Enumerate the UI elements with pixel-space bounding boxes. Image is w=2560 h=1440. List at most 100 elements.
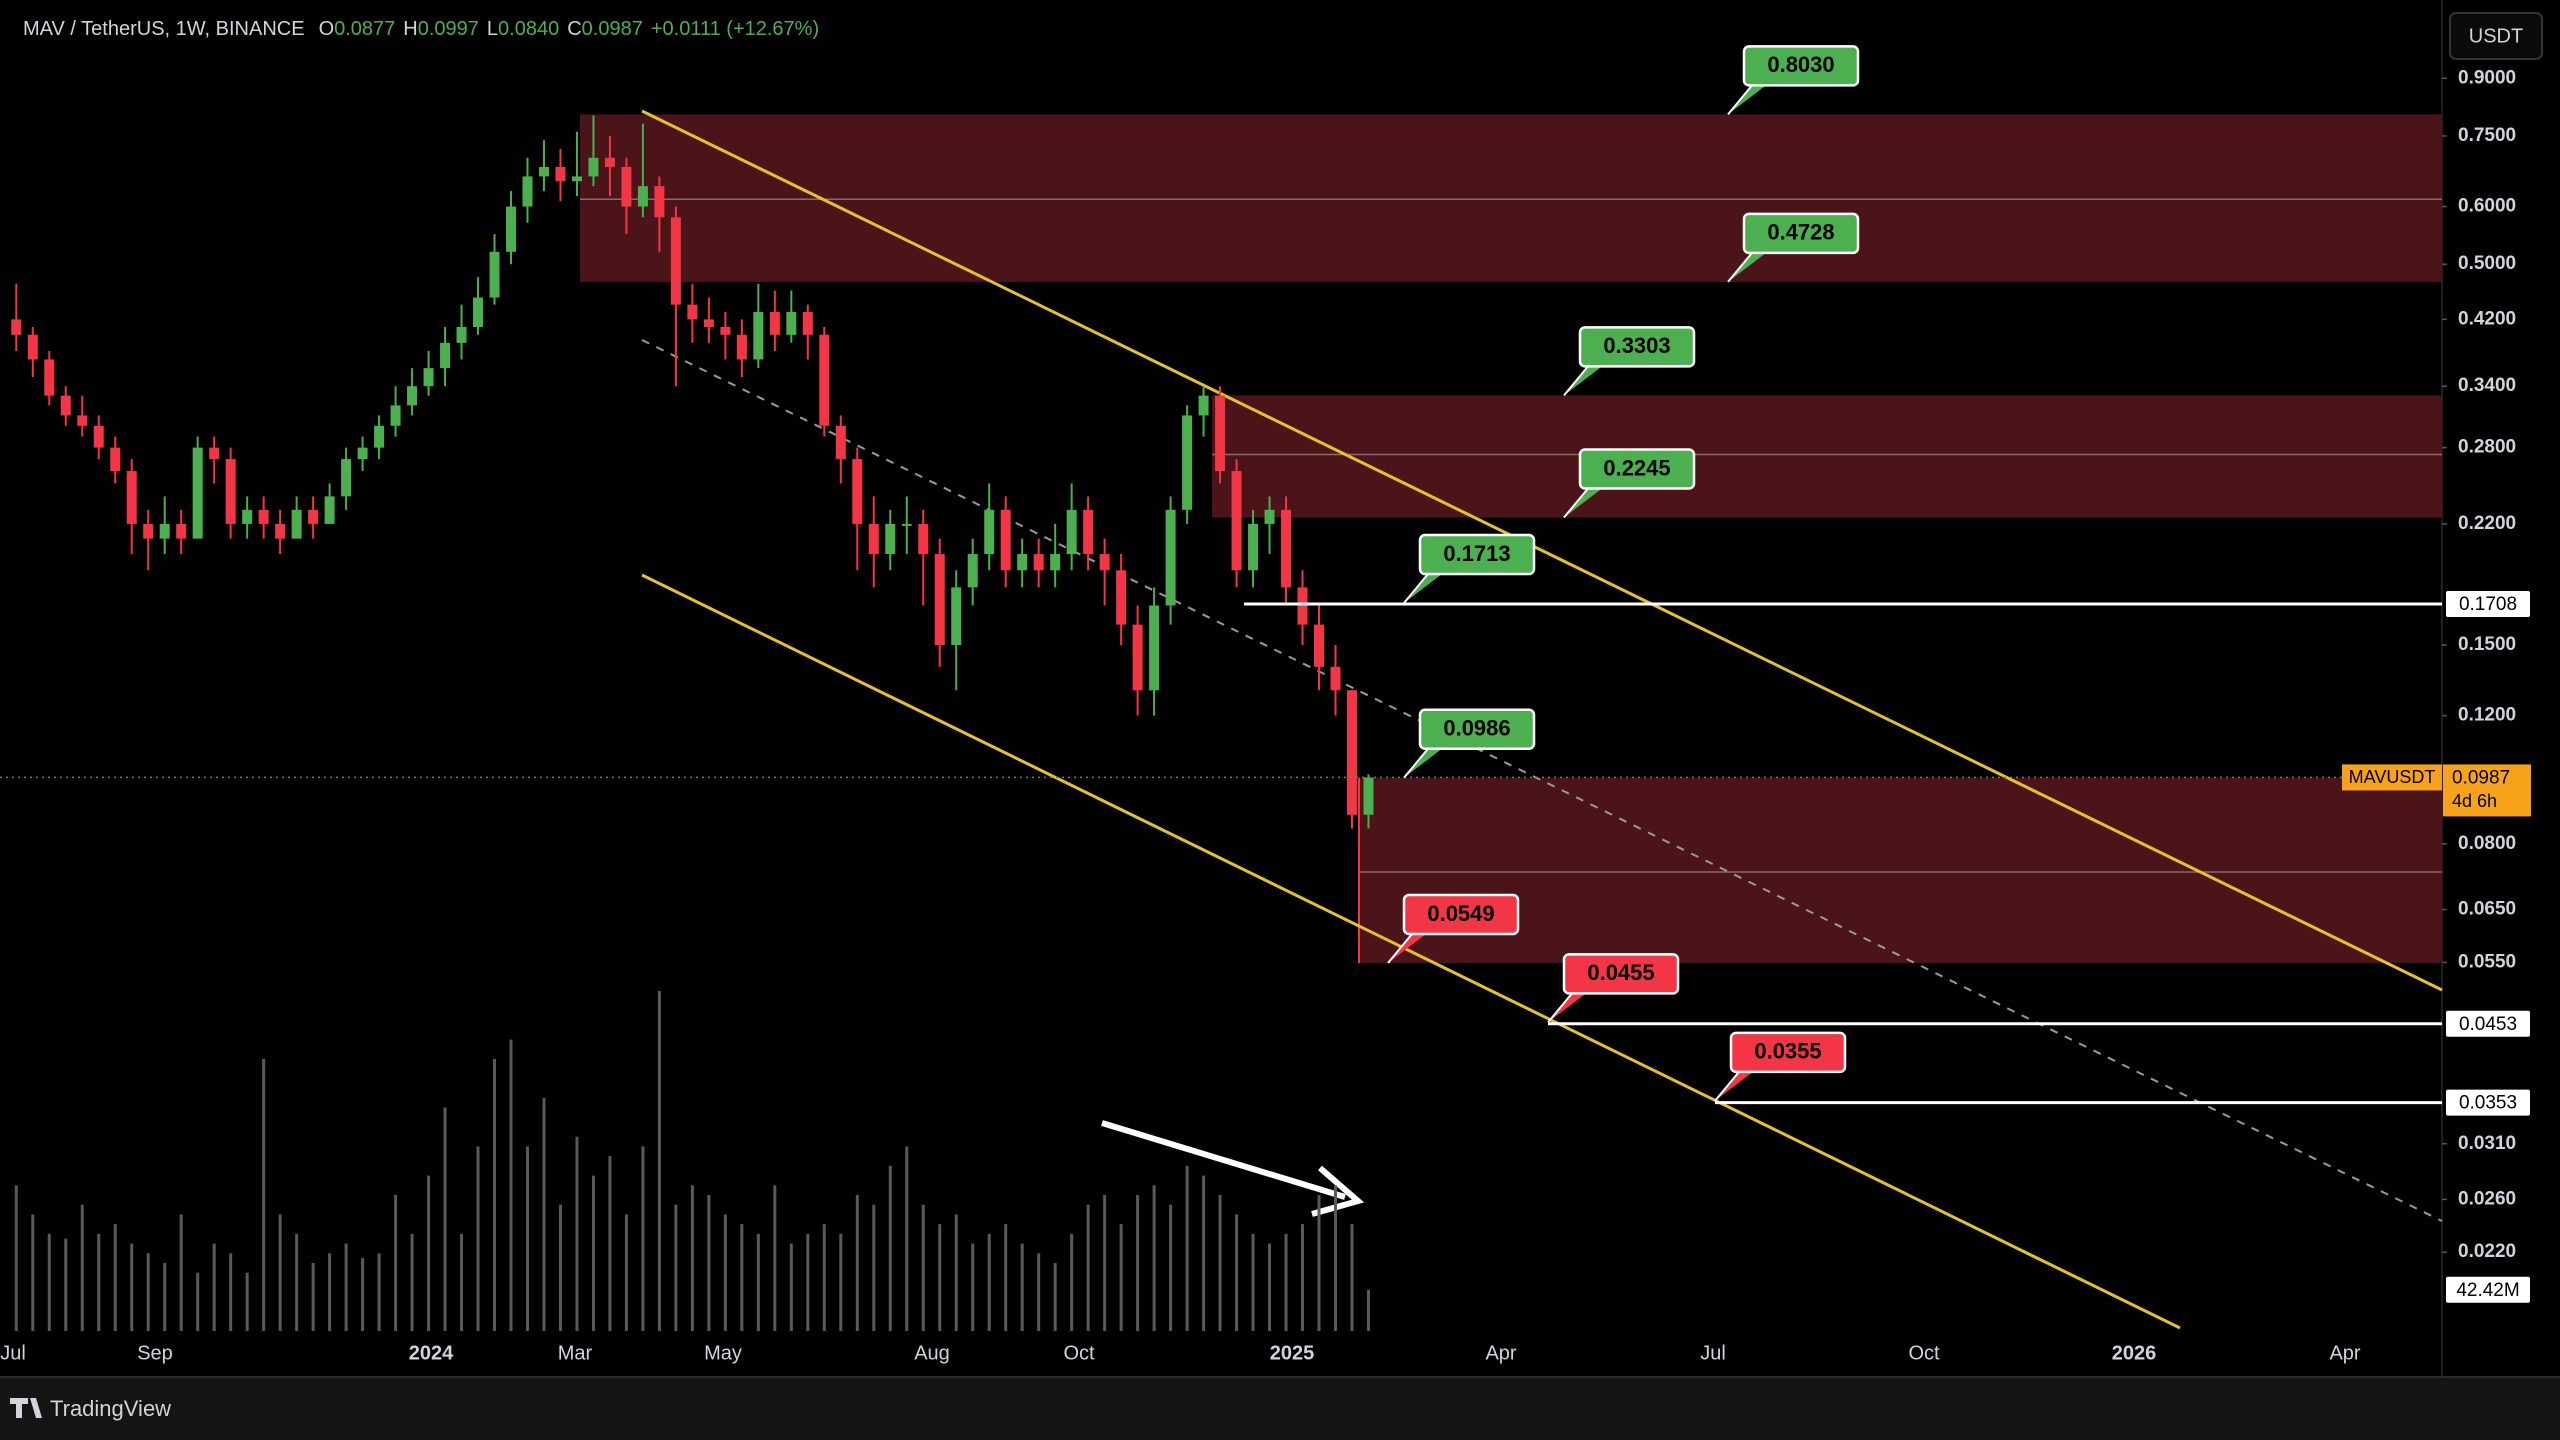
annotation-box [1562, 953, 1680, 995]
volume-bar [113, 1224, 117, 1331]
volume-bar [443, 1107, 447, 1331]
level-label: 0.0353 [2459, 1093, 2517, 1114]
candle-body [1132, 624, 1143, 691]
volume-bar [1037, 1253, 1041, 1331]
candle-body [885, 523, 896, 555]
candle-body [126, 471, 137, 524]
volume-bar [872, 1204, 876, 1331]
annotation-box [1578, 326, 1696, 368]
brand-icon [10, 1398, 42, 1418]
volume-bar [591, 1175, 595, 1331]
volume-bar [624, 1214, 628, 1331]
volume-bar [278, 1214, 282, 1331]
candle-body [192, 447, 203, 539]
candle-body [1264, 509, 1275, 524]
annotation-label: 0.3303 [1603, 333, 1670, 358]
candle-body [819, 334, 830, 426]
candle-body [720, 326, 731, 335]
annotation-label: 0.8030 [1767, 52, 1834, 77]
footer-bar [0, 1378, 2560, 1440]
open-value: 0.0877 [334, 18, 395, 40]
volume-bar [1169, 1204, 1173, 1331]
annotation-box [1742, 212, 1860, 255]
channel-lower-line [641, 573, 2181, 1330]
currency-button-label[interactable]: USDT [2469, 25, 2523, 47]
level-label: 0.1708 [2459, 594, 2517, 615]
candle-body [951, 587, 962, 646]
drawings [641, 109, 2443, 1330]
volume-bar [1119, 1224, 1123, 1331]
currency-button[interactable] [2449, 12, 2543, 60]
candle-body [1198, 395, 1209, 416]
x-tick-label: Oct [1063, 1342, 1095, 1364]
x-tick-label: 2024 [409, 1342, 454, 1364]
close-value: 0.0987 [582, 18, 643, 40]
candle-body [1165, 509, 1176, 606]
volume-label: 42.42M [2456, 1280, 2519, 1301]
volume-bar [64, 1238, 68, 1331]
volume-bar [855, 1195, 859, 1331]
annotation-label: 0.1713 [1443, 541, 1510, 566]
volume-bar [1317, 1195, 1321, 1331]
y-tick-label: 0.3400 [2458, 375, 2516, 396]
volume-bar [229, 1253, 233, 1331]
volume-bar [1185, 1165, 1189, 1331]
candle-body [11, 319, 22, 335]
volume-bar [328, 1253, 332, 1331]
volume-bar [558, 1204, 562, 1331]
channel-mid-line [641, 339, 2443, 1222]
y-tick-label: 0.7500 [2458, 125, 2516, 146]
y-tick-label: 0.2800 [2458, 437, 2516, 458]
candle-body [604, 157, 615, 167]
volume-bar [377, 1253, 381, 1331]
candle-body [489, 251, 500, 298]
candle-body [275, 523, 286, 539]
candle-body [1182, 415, 1193, 510]
volume-bar [608, 1156, 612, 1331]
volume-bar [542, 1097, 546, 1331]
low-label: L [487, 18, 498, 40]
x-tick-label: Mar [558, 1342, 593, 1364]
volume-bar [460, 1233, 464, 1331]
candle-body [258, 509, 269, 524]
volume-bar [163, 1263, 167, 1331]
symbol: MAV / TetherUS, 1W, BINANCE [23, 18, 305, 40]
candle-body [1099, 554, 1110, 571]
volume-bar [80, 1204, 84, 1331]
volume-bar [410, 1233, 414, 1331]
candle-body [423, 368, 434, 387]
volume-bar [641, 1146, 645, 1331]
y-tick-label: 0.2200 [2458, 513, 2516, 534]
candle-body [1248, 523, 1259, 571]
volume-bar [1202, 1175, 1206, 1331]
level-label-box [2446, 1089, 2530, 1116]
annotation-label: 0.0549 [1427, 901, 1494, 926]
volume-bar [674, 1204, 678, 1331]
volume-bar [1284, 1233, 1288, 1331]
volume-bar [839, 1233, 843, 1331]
volume-bar [1103, 1195, 1107, 1331]
volume-bar [1136, 1195, 1140, 1331]
axes: 0.9000 0.7500 0.6000 0.5000 0.4200 0.3400 0.28… [0, 67, 2531, 1364]
x-tick-label: Oct [1908, 1342, 1940, 1364]
annotation-label: 0.0355 [1754, 1039, 1821, 1064]
annotation-box [1418, 533, 1536, 576]
legend: MAV / TetherUS, 1W, BINANCE O0.0877 H0.099… [23, 18, 819, 40]
zone [1212, 395, 2442, 518]
volume-bar [476, 1146, 480, 1331]
annotation-label: 0.0455 [1587, 960, 1654, 985]
volume-bar [806, 1233, 810, 1331]
candle-body [621, 166, 632, 207]
candle-body [984, 509, 995, 555]
candle-body [308, 509, 319, 524]
candle-body [456, 326, 467, 343]
candle-body [473, 297, 484, 327]
candle-body [1033, 554, 1044, 571]
volume-bar [921, 1204, 925, 1331]
x-tick-label: Apr [1485, 1342, 1516, 1364]
candle-body [753, 311, 764, 360]
annotation-box [1402, 893, 1520, 936]
volume-bar [971, 1243, 975, 1331]
volume-bar [773, 1185, 777, 1331]
